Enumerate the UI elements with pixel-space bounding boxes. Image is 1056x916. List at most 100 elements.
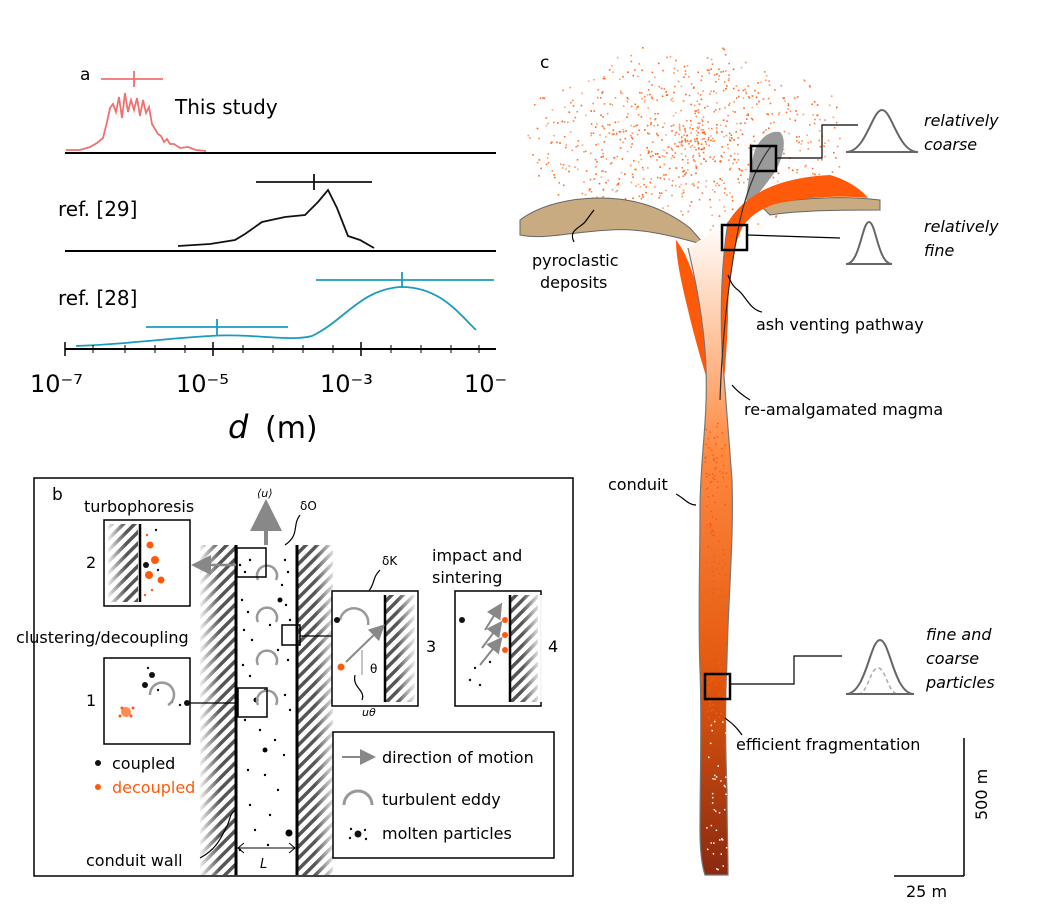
cloud-particle: [684, 173, 686, 176]
inset-number-2: 2: [86, 553, 96, 572]
cloud-particle: [576, 145, 579, 147]
cloud-particle: [680, 109, 682, 112]
cloud-particle: [696, 134, 698, 137]
cloud-particle: [749, 143, 752, 146]
cloud-particle: [769, 122, 772, 125]
conduit-particle: [709, 704, 711, 707]
conduit-particle: [721, 432, 723, 434]
cloud-particle: [559, 142, 561, 144]
cloud-particle: [698, 198, 701, 201]
cloud-particle: [641, 69, 643, 72]
cloud-particle: [796, 169, 799, 171]
conduit-bubble: [722, 721, 724, 723]
conduit-particle: [707, 487, 709, 489]
conduit-particle: [711, 449, 713, 452]
cloud-particle: [567, 121, 569, 124]
conduit-bubble: [713, 720, 716, 723]
cloud-particle: [585, 114, 587, 117]
cloud-particle: [773, 121, 775, 124]
cloud-particle: [650, 193, 653, 195]
cloud-particle: [632, 176, 634, 178]
cloud-particle: [614, 97, 617, 99]
cloud-particle: [739, 129, 742, 131]
cloud-particle: [711, 127, 713, 130]
cloud-particle: [695, 129, 698, 132]
cloud-particle: [622, 128, 624, 131]
reamal-label: re-amalgamated magma: [744, 400, 943, 419]
cloud-particle: [624, 198, 627, 200]
cloud-particle: [818, 130, 821, 132]
cloud-particle: [710, 58, 713, 61]
cloud-particle: [752, 135, 755, 138]
cloud-particle: [782, 148, 785, 151]
cloud-particle: [607, 179, 609, 182]
cloud-particle: [728, 77, 730, 80]
cloud-particle: [732, 110, 734, 113]
cloud-particle: [615, 133, 618, 136]
cloud-particle: [689, 205, 691, 207]
conduit-particle: [715, 602, 718, 605]
conduit-particle: [719, 625, 722, 627]
cloud-particle: [675, 59, 677, 62]
cloud-particle: [600, 176, 603, 178]
conduit-particle: [709, 616, 712, 618]
cloud-particle: [728, 159, 730, 161]
conduit-particle: [714, 468, 716, 471]
cloud-particle: [674, 112, 677, 114]
cloud-particle: [740, 174, 742, 177]
cloud-particle: [695, 148, 697, 151]
cloud-particle: [768, 84, 771, 86]
conduit-bubble: [710, 724, 713, 727]
cloud-particle: [682, 125, 685, 127]
conduit-particle: [724, 611, 727, 613]
conduit-label: conduit: [608, 475, 668, 494]
cloud-particle: [565, 144, 568, 146]
cloud-particle: [674, 134, 676, 136]
cloud-particle: [610, 162, 613, 164]
cloud-particle: [616, 132, 618, 135]
cloud-particle: [675, 167, 678, 169]
conduit-particle: [708, 447, 710, 449]
cloud-particle: [800, 143, 803, 145]
cloud-particle: [562, 89, 564, 92]
cloud-particle: [568, 165, 571, 167]
series-label-this-study: This study: [174, 95, 278, 119]
cloud-particle: [581, 144, 584, 146]
cloud-particle: [737, 153, 739, 155]
cloud-particle: [701, 75, 703, 77]
cloud-particle: [680, 183, 683, 186]
conduit-bubble: [712, 853, 715, 855]
cloud-particle: [728, 104, 730, 106]
cloud-particle: [824, 142, 826, 144]
cloud-particle: [678, 133, 680, 136]
cloud-particle: [597, 96, 599, 99]
cloud-particle: [693, 138, 696, 141]
cloud-particle: [630, 146, 632, 148]
cloud-particle: [745, 90, 747, 93]
cloud-particle: [732, 87, 735, 90]
cloud-particle: [654, 153, 657, 155]
conduit-particle: [712, 704, 715, 706]
cloud-particle: [809, 124, 811, 126]
cloud-particle: [608, 124, 611, 126]
cloud-particle: [602, 196, 605, 198]
conduit-particle: [715, 518, 717, 520]
cloud-particle: [624, 137, 627, 140]
conduit-particle: [721, 448, 723, 450]
conduit-bubble: [718, 812, 721, 814]
cloud-particle: [590, 191, 593, 193]
cloud-particle: [806, 134, 808, 136]
cloud-particle: [731, 196, 733, 198]
conduit-particle: [711, 666, 714, 669]
cloud-particle: [763, 71, 766, 73]
cloud-particle: [620, 91, 622, 94]
conduit-particle: [714, 579, 717, 582]
conduit-bubble: [717, 765, 719, 767]
cloud-particle: [562, 184, 565, 187]
coarse-label-1: relatively: [924, 111, 999, 130]
cloud-particle: [686, 140, 689, 142]
cloud-particle: [648, 80, 650, 83]
conduit-particle: [725, 472, 728, 474]
cloud-particle: [728, 102, 731, 105]
cloud-particle: [569, 131, 572, 133]
